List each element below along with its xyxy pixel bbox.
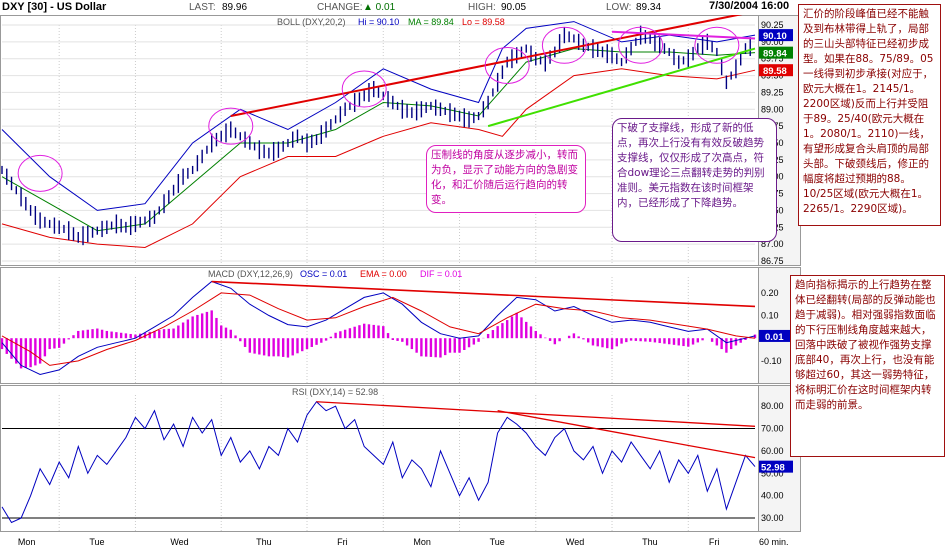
x-tick-label: Mon [413,537,431,547]
value-label-bg [759,329,793,342]
x-tick-label: Fri [337,537,348,547]
peak-circle [17,154,63,192]
value-label: 0.01 [765,332,784,343]
header-text: DXY [30] - US Dollar LAST: 89.96 CHANGE:… [0,0,800,15]
x-tick-label: Tue [490,537,505,547]
high-label: HIGH: [468,2,496,13]
value-label: 89.58 [763,66,787,77]
high-value: 90.05 [501,2,527,13]
y-tick-label: -0.10 [761,356,782,366]
macd-legend-osc: OSC = 0.01 [300,269,347,279]
lower-band-line [1,68,756,249]
trendline-green [487,47,756,128]
macd-legend-dif: DIF = 0.01 [420,269,462,279]
y-tick-label: 50.00 [761,468,784,478]
y-tick-label: 90.00 [761,37,784,47]
y-tick-label: 89.00 [761,104,784,114]
annotation-pink: 压制线的角度从逐步减小，转而为负，显示了动能方向的急剧变化，和汇价随后运行趋向的… [426,145,586,213]
rsi-trendline [316,401,756,427]
y-tick-label: 89.25 [761,87,784,97]
value-label-bg [759,64,793,77]
x-tick-label: Thu [256,537,272,547]
rsi-title: RSI (DXY,14) = 52.98 [292,387,378,397]
macd-legend-ema: EMA = 0.00 [360,269,407,279]
annotation-top-right: 汇价的阶段峰值已经不能触及到布林带得上轨了，局部的三山头部特征已经初步成型。如果… [798,4,941,226]
macd-trendline [211,280,756,308]
y-tick-label: 30.00 [761,513,784,523]
peak-circle [341,70,387,108]
y-tick-label: 40.00 [761,491,784,501]
boll-legend-ma: MA = 89.84 [408,17,454,27]
x-tick-label: Fri [709,537,720,547]
upper-band-line [1,21,756,211]
annotation-purple: 下破了支撑线，形成了新的低点，再次上行没有有效反破趋势支撑线，仅仅形成了次高点，… [612,118,777,242]
boll-legend-hi: Hi = 90.10 [358,17,399,27]
y-tick-label: 60.00 [761,446,784,456]
panel-frame [0,385,759,532]
peak-circle [208,107,254,145]
low-label: LOW: [606,2,632,13]
value-label-bg [759,460,793,473]
boll-legend-lo: Lo = 89.58 [462,17,505,27]
rsi-trendline [497,410,756,459]
value-label: 90.10 [763,31,787,42]
x-tick-label: Mon [18,537,36,547]
x-unit-label: 60 min. [759,537,789,547]
x-tick-label: Thu [642,537,658,547]
datetime: 7/30/2004 16:00 [709,0,790,12]
x-tick-label: Wed [566,537,584,547]
y-tick-label: 87.00 [761,239,784,249]
middle-band-line [1,48,756,232]
symbol-title: DXY [30] - US Dollar [2,1,107,13]
trendline-magenta [611,30,756,40]
x-tick-label: Wed [170,537,188,547]
y-tick-label: 90.25 [761,20,784,30]
ema-line [1,292,756,366]
change-label: CHANGE: [317,2,363,13]
y-tick-label: 80.00 [761,401,784,411]
y-tick-label: 0.20 [761,288,779,298]
peak-circle [618,26,664,64]
panel-frame [0,267,759,384]
change-value: ▲ 0.01 [363,2,396,13]
peak-circle [541,26,587,64]
y-tick-label: 70.00 [761,424,784,434]
value-label-bg [759,46,793,59]
peak-circle [484,46,530,84]
boll-title: BOLL (DXY,20,2) [277,17,346,27]
macd-title: MACD (DXY,12,26,9) [208,269,293,279]
header-bar [0,0,800,15]
value-label: 89.84 [763,49,787,60]
peak-circle [694,26,740,64]
low-value: 89.34 [636,2,662,13]
annotation-middle-right: 趋向指标揭示的上行趋势在整体已经翻转(局部的反弹动能也趋于减弱)。相对强弱指数面… [790,275,945,457]
last-value: 89.96 [222,2,248,13]
trendline-red [230,10,756,118]
last-label: LAST: [189,2,216,13]
y-tick-label: 86.75 [761,256,784,266]
value-label-bg [759,29,793,42]
x-tick-label: Tue [89,537,104,547]
rsi-line [1,400,756,524]
value-label: 52.98 [761,463,785,474]
macd-line [1,280,756,376]
y-tick-label: 0.10 [761,311,779,321]
y-tick-label: 89.75 [761,54,784,64]
